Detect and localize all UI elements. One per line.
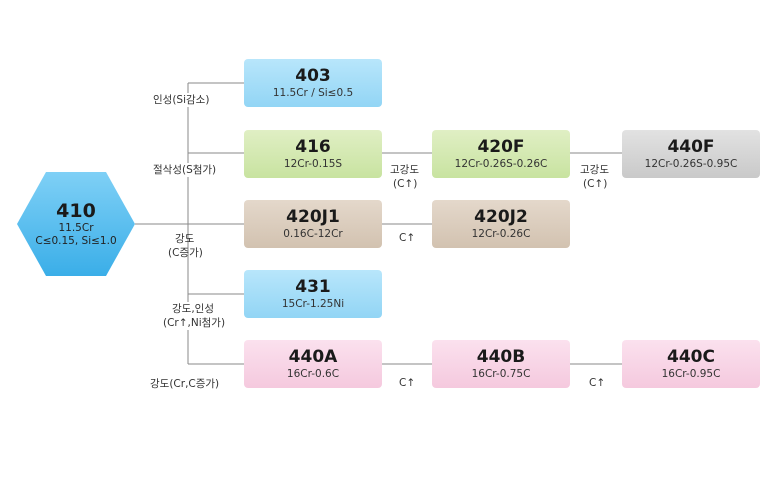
grade-title: 440B [476,347,526,367]
grade-composition: 15Cr-1.25Ni [281,298,345,310]
grade-composition: 16Cr-0.75C [471,368,531,380]
grade-composition: 12Cr-0.26C [471,228,531,240]
root-composition-2: C≤0.15, Si≤1.0 [35,235,117,247]
root-grade-410: 410 11.5Cr C≤0.15, Si≤1.0 [17,172,135,276]
grade-box-420j2: 420J2 12Cr-0.26C [432,200,570,248]
label-toughness-si: 인성(Si감소) [153,93,210,107]
root-composition-1: 11.5Cr [58,222,94,234]
grade-composition: 12Cr-0.26S-0.26C [454,158,548,170]
label-strength-c: 강도 [175,233,195,245]
label-high-strength-2b: (C↑) [583,177,608,191]
label-high-strength-1: 고강도 [390,163,419,177]
label-strength-cr-c: 강도(Cr,C증가) [150,377,220,391]
grade-box-420f: 420F 12Cr-0.26S-0.26C [432,130,570,178]
grade-composition: 16Cr-0.6C [286,368,340,380]
label-high-strength-1b: (C↑) [393,177,418,191]
root-hexagon [17,172,135,276]
grade-title: 420J1 [286,207,340,227]
grade-box-440a: 440A 16Cr-0.6C [244,340,382,388]
grade-box-420j1: 420J1 0.16C-12Cr [244,200,382,248]
grade-box-403: 403 11.5Cr / Si≤0.5 [244,59,382,107]
grade-box-431: 431 15Cr-1.25Ni [244,270,382,318]
grade-box-416: 416 12Cr-0.15S [244,130,382,178]
grade-title: 440F [667,137,715,157]
label-c-up-b: C↑ [589,376,606,390]
grade-composition: 0.16C-12Cr [283,228,343,240]
root-title: 410 [56,200,96,222]
label-c-up-j: C↑ [399,231,416,245]
grade-box-440f: 440F 12Cr-0.26S-0.95C [622,130,760,178]
label-strength-toughness: 강도,인성 [172,302,214,316]
grade-composition: 11.5Cr / Si≤0.5 [272,87,354,99]
grade-title: 420F [477,137,525,157]
grade-box-440b: 440B 16Cr-0.75C [432,340,570,388]
grade-title: 440A [288,347,338,367]
label-strength-c-2: (C증가) [168,247,203,259]
label-strength-toughness-2: (Cr↑,Ni첨가) [163,316,226,330]
grade-composition: 12Cr-0.15S [283,158,343,170]
grade-composition: 16Cr-0.95C [661,368,721,380]
grade-title: 416 [295,137,331,157]
grade-composition: 12Cr-0.26S-0.95C [644,158,738,170]
grade-title: 431 [295,277,331,297]
label-c-up-a: C↑ [399,376,416,390]
label-high-strength-2: 고강도 [580,163,609,177]
grade-title: 420J2 [474,207,528,227]
label-machinability-s: 절삭성(S첨가) [153,163,217,177]
grade-title: 440C [667,347,715,367]
grade-box-440c: 440C 16Cr-0.95C [622,340,760,388]
grade-title: 403 [295,66,331,86]
